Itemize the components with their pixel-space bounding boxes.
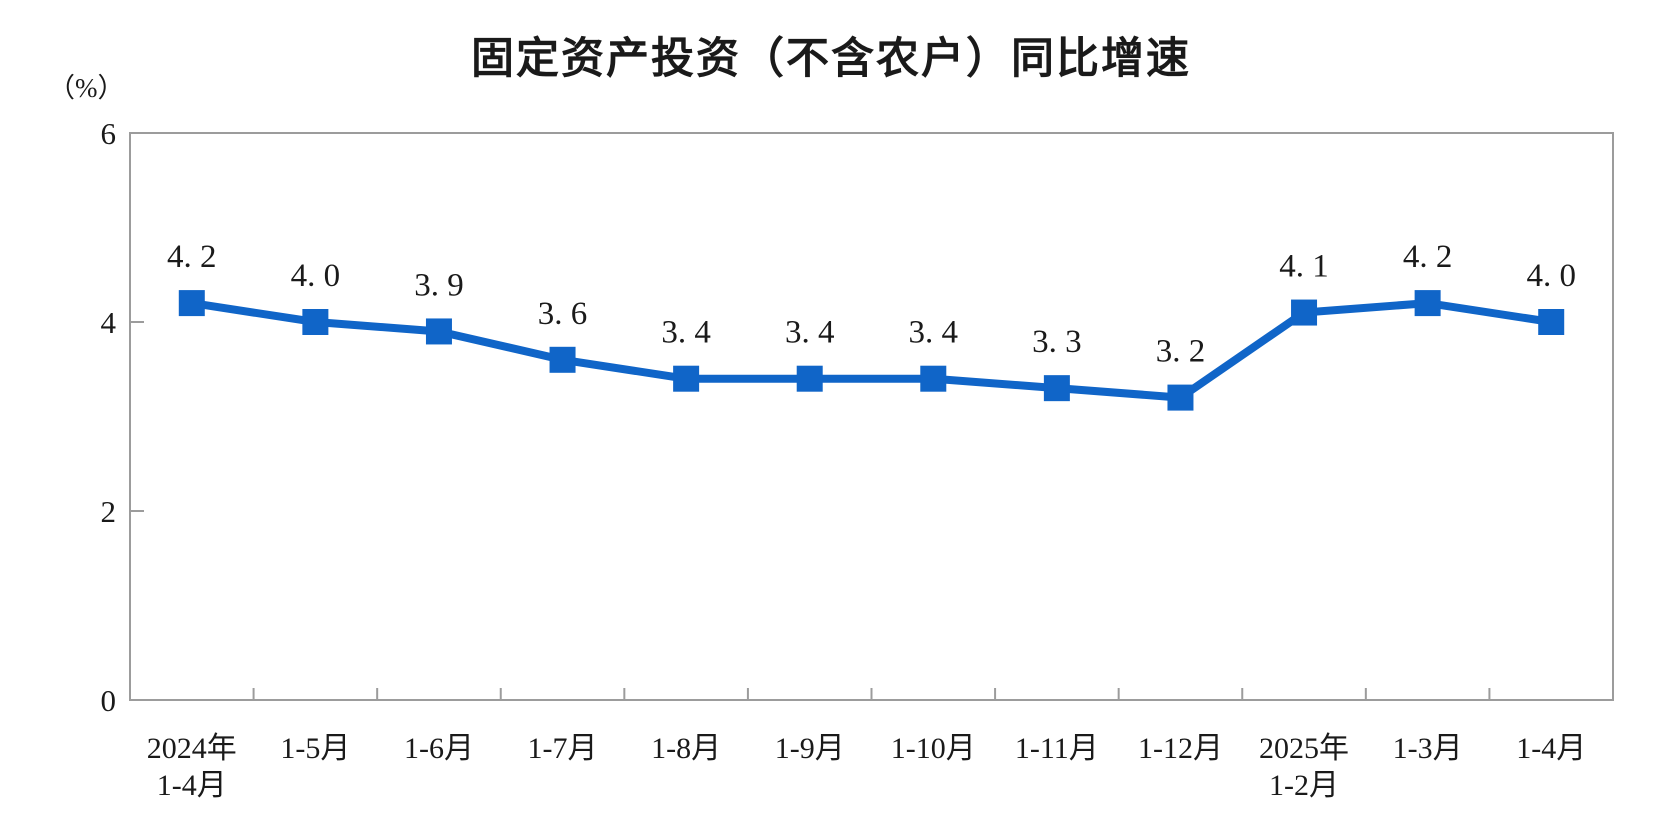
y-axis-tick-label: 4 bbox=[101, 305, 117, 340]
x-axis-label: 1-6月 bbox=[404, 732, 474, 765]
data-point-marker bbox=[178, 290, 205, 317]
x-axis-label: 1-10月 bbox=[891, 732, 976, 765]
data-point-marker bbox=[796, 365, 823, 392]
y-axis-tick-label: 0 bbox=[101, 683, 117, 718]
x-axis-label: 1-12月 bbox=[1138, 732, 1223, 765]
data-point-label: 3. 4 bbox=[909, 315, 959, 351]
x-axis-label: 1-4月 bbox=[157, 769, 227, 802]
data-point-label: 4. 0 bbox=[1526, 258, 1576, 294]
data-point-label: 3. 4 bbox=[785, 315, 835, 351]
x-axis-label: 1-5月 bbox=[280, 732, 350, 765]
data-point-marker bbox=[1291, 299, 1318, 326]
x-axis-label: 2024年 bbox=[147, 732, 237, 765]
data-point-label: 4. 2 bbox=[1403, 239, 1453, 275]
data-point-label: 4. 2 bbox=[167, 239, 217, 275]
data-line bbox=[191, 299, 1552, 402]
data-point-marker bbox=[1043, 375, 1070, 402]
data-point-label: 3. 9 bbox=[414, 267, 464, 303]
data-point-marker bbox=[673, 365, 700, 392]
y-axis-unit-label: （%） bbox=[48, 73, 125, 103]
data-point-marker bbox=[549, 346, 576, 373]
data-point-label: 3. 2 bbox=[1156, 334, 1206, 370]
data-point-label: 3. 3 bbox=[1032, 324, 1082, 360]
data-point-marker bbox=[1538, 309, 1565, 335]
x-axis-label: 1-11月 bbox=[1015, 732, 1099, 765]
data-point-marker bbox=[1414, 290, 1441, 317]
x-axis-label: 1-4月 bbox=[1516, 732, 1586, 765]
data-point-label: 3. 4 bbox=[661, 315, 711, 351]
x-axis-label: 1-7月 bbox=[528, 732, 598, 765]
data-point-marker bbox=[920, 365, 947, 392]
plot-frame bbox=[129, 132, 1614, 701]
data-point-label: 4. 1 bbox=[1279, 249, 1329, 285]
chart-title: 固定资产投资（不含农户）同比增速 bbox=[471, 35, 1191, 83]
x-axis-label: 1-3月 bbox=[1393, 732, 1463, 765]
x-axis-label: 2025年 bbox=[1259, 732, 1349, 765]
x-axis-label: 1-9月 bbox=[775, 732, 845, 765]
data-point-marker bbox=[1167, 384, 1194, 411]
data-point-label: 3. 6 bbox=[538, 296, 588, 332]
data-point-marker bbox=[425, 318, 452, 345]
y-axis-tick-label: 6 bbox=[101, 116, 117, 151]
data-point-label: 4. 0 bbox=[291, 258, 341, 294]
x-axis-label: 1-2月 bbox=[1269, 769, 1339, 802]
data-point-marker bbox=[302, 309, 329, 335]
y-axis-tick-label: 2 bbox=[101, 494, 117, 529]
x-axis-label: 1-8月 bbox=[651, 732, 721, 765]
